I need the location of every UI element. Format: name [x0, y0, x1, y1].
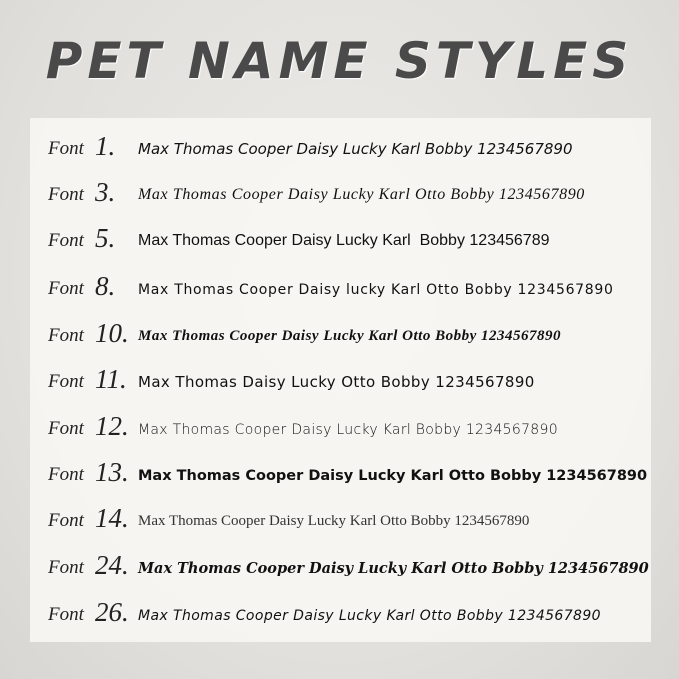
font-label: Font — [48, 510, 84, 531]
font-sample: Max Thomas Cooper Daisy Lucky Karl Otto … — [138, 608, 601, 624]
font-sample: Max Thomas Cooper Daisy Lucky Karl Otto … — [138, 560, 649, 577]
font-sample: Max Thomas Cooper Daisy Lucky Karl Otto … — [138, 328, 562, 344]
font-number: 14. — [95, 503, 129, 533]
font-row-24: Font 24. Max Thomas Cooper Daisy Lucky K… — [30, 547, 651, 587]
font-row-13: Font 13. Max Thomas Cooper Daisy Lucky K… — [30, 454, 651, 494]
font-sample: Max Thomas Cooper Daisy Lucky Karl Otto … — [138, 468, 648, 484]
font-number: 10. — [95, 318, 129, 348]
font-number: 13. — [95, 457, 129, 487]
font-number: 1. — [95, 131, 116, 161]
font-label: Font — [48, 464, 84, 485]
font-sample: Max Thomas Cooper Daisy Lucky Karl Otto … — [138, 186, 585, 203]
font-label: Font — [48, 371, 84, 392]
font-row-1: Font 1. Max Thomas Cooper Daisy Lucky Ka… — [30, 128, 651, 168]
font-label: Font — [48, 230, 84, 251]
font-label: Font — [48, 418, 84, 439]
font-sample: Max Thomas Cooper Daisy Lucky Karl Bobby… — [138, 232, 550, 249]
font-label: Font — [48, 138, 84, 159]
font-number: 5. — [95, 223, 116, 253]
font-label: Font — [48, 557, 84, 578]
font-number: 24. — [95, 550, 129, 580]
font-sample: Max Thomas Cooper Daisy lucky Karl Otto … — [138, 282, 614, 298]
font-label: Font — [48, 278, 84, 299]
font-sample: Max Thomas Cooper Daisy Lucky Karl Bobby… — [138, 422, 558, 438]
font-label: Font — [48, 325, 84, 346]
font-row-26: Font 26. Max Thomas Cooper Daisy Lucky K… — [30, 594, 651, 634]
font-row-8: Font 8. Max Thomas Cooper Daisy lucky Ka… — [30, 268, 651, 308]
font-number: 11. — [95, 364, 127, 394]
font-row-3: Font 3. Max Thomas Cooper Daisy Lucky Ka… — [30, 174, 651, 214]
font-row-5: Font 5. Max Thomas Cooper Daisy Lucky Ka… — [30, 220, 651, 260]
font-label: Font — [48, 604, 84, 625]
font-row-10: Font 10. Max Thomas Cooper Daisy Lucky K… — [30, 315, 651, 355]
font-row-12: Font 12. Max Thomas Cooper Daisy Lucky K… — [30, 408, 651, 448]
font-sample: Max Thomas Cooper Daisy Lucky Karl Otto … — [138, 513, 530, 529]
font-styles-panel: Font 1. Max Thomas Cooper Daisy Lucky Ka… — [30, 118, 651, 642]
font-sample: Max Thomas Daisy Lucky Otto Bobby 123456… — [138, 373, 535, 391]
font-number: 8. — [95, 271, 116, 301]
font-number: 3. — [95, 177, 116, 207]
font-label: Font — [48, 184, 84, 205]
font-number: 26. — [95, 597, 129, 627]
font-row-11: Font 11. Max Thomas Daisy Lucky Otto Bob… — [30, 361, 651, 401]
font-number: 12. — [95, 411, 129, 441]
font-row-14: Font 14. Max Thomas Cooper Daisy Lucky K… — [30, 500, 651, 540]
font-sample: Max Thomas Cooper Daisy Lucky Karl Bobby… — [138, 140, 573, 158]
page-title: PET NAME STYLES — [45, 32, 634, 90]
